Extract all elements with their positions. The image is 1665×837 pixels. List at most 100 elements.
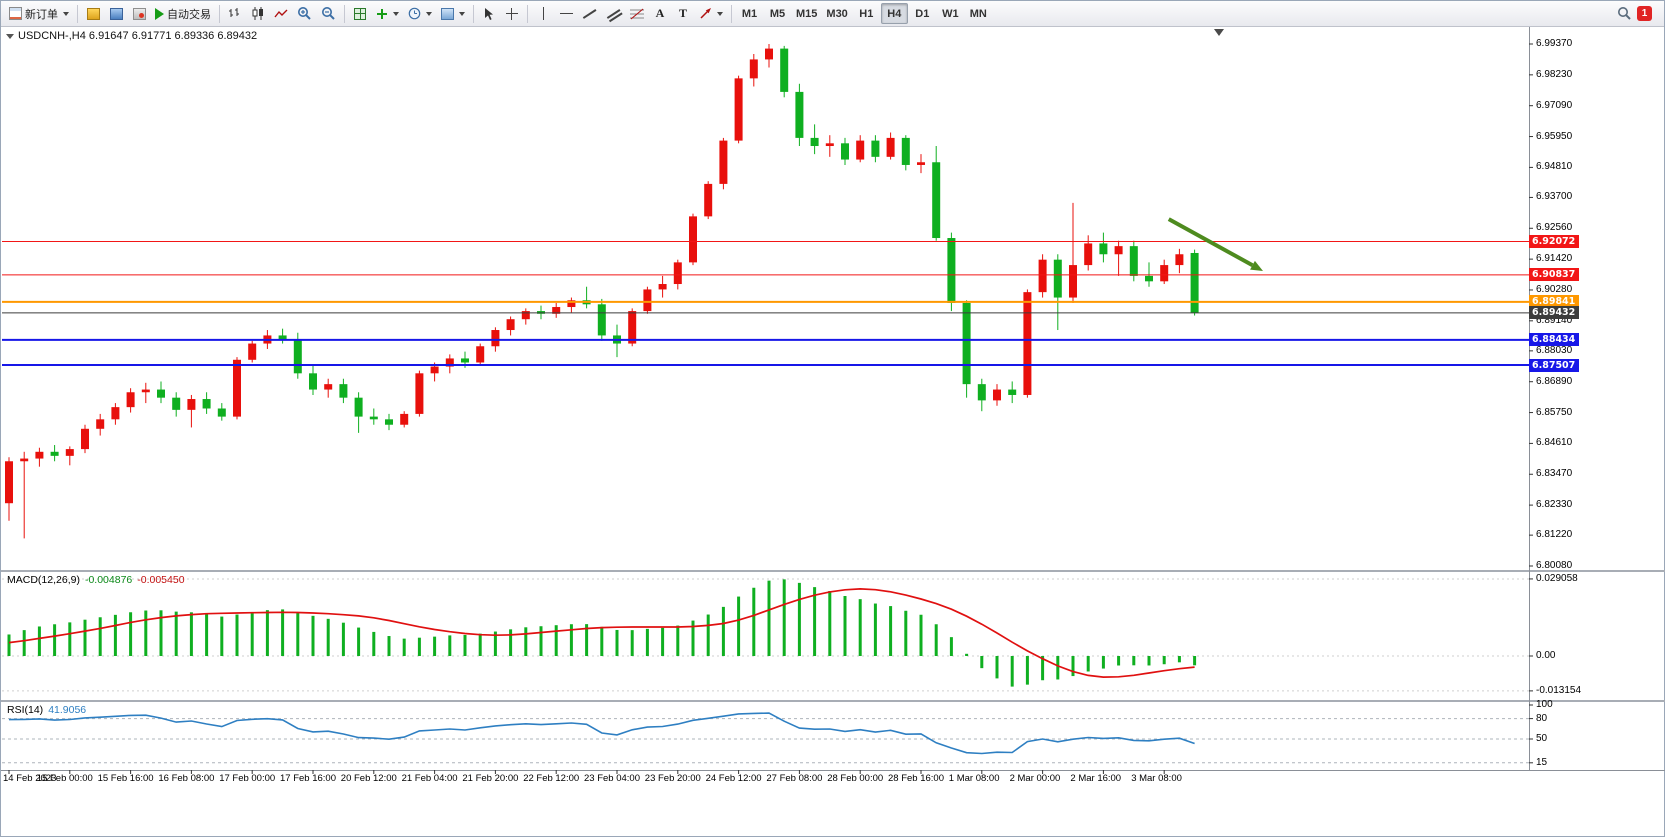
line-chart-icon <box>274 9 288 17</box>
candle <box>385 413 393 431</box>
timeframe-w1-button[interactable]: W1 <box>937 3 964 24</box>
candle <box>5 457 13 521</box>
time-axis-label: 14 Feb 2023 <box>3 773 57 784</box>
time-axis-label: 22 Feb 12:00 <box>523 773 580 784</box>
time-axis-label: 15 Feb 00:00 <box>36 773 93 784</box>
new-order-caret-icon <box>63 11 69 16</box>
notification-badge[interactable]: 1 <box>1637 6 1652 21</box>
candle <box>901 135 910 171</box>
candle <box>582 286 591 309</box>
price-axis-tick: 6.98230 <box>1536 68 1573 80</box>
fibonacci-icon <box>630 8 644 19</box>
candle <box>643 286 652 314</box>
candle <box>521 308 530 325</box>
search-button[interactable] <box>1613 3 1636 24</box>
timeframe-m5-button[interactable]: M5 <box>764 3 791 24</box>
macd-histogram <box>7 579 1197 687</box>
macd-panel-divider[interactable] <box>1 570 1665 572</box>
chart-shift-marker[interactable] <box>1214 29 1224 36</box>
vertical-line-button[interactable] <box>532 3 554 24</box>
candle <box>141 382 150 404</box>
candle <box>704 181 713 220</box>
trend-arrow[interactable] <box>1167 217 1254 267</box>
candle <box>506 316 515 336</box>
candle <box>886 132 895 160</box>
candlestick-series <box>5 44 1199 539</box>
timeframe-mn-button[interactable]: MN <box>965 3 992 24</box>
chart-header: USDCNH-,H4 6.91647 6.91771 6.89336 6.894… <box>6 30 257 42</box>
horizontal-line-button[interactable] <box>555 3 577 24</box>
candle <box>1099 232 1108 263</box>
templates-icon <box>441 7 454 20</box>
candle <box>658 275 667 298</box>
text-label-button[interactable]: T <box>672 3 694 24</box>
macd-signal-value: -0.005450 <box>137 574 185 586</box>
toolbar-separator <box>731 4 732 23</box>
text-button[interactable]: A <box>649 3 671 24</box>
text-icon: A <box>655 6 665 20</box>
timeframe-m15-button[interactable]: M15 <box>792 3 821 24</box>
candle <box>977 378 986 412</box>
templates-button[interactable] <box>437 3 469 24</box>
profiles-button[interactable] <box>105 3 127 24</box>
price-axis-tick: 6.89140 <box>1536 314 1573 326</box>
arrows-tool-button[interactable] <box>695 3 727 24</box>
autotrading-button[interactable]: 自动交易 <box>151 3 215 24</box>
zoom-out-button[interactable] <box>317 3 340 24</box>
zoom-in-icon <box>298 7 311 20</box>
price-tag-6.87507: 6.87507 <box>1529 358 1579 372</box>
time-axis-label: 17 Feb 16:00 <box>280 773 336 784</box>
candle <box>1190 249 1199 316</box>
new-chart-button[interactable] <box>82 3 104 24</box>
candle <box>369 408 378 425</box>
timeframe-m30-button[interactable]: M30 <box>822 3 851 24</box>
candle <box>400 411 409 428</box>
line-chart-button[interactable] <box>270 3 292 24</box>
rsi-panel-divider[interactable] <box>1 700 1665 702</box>
bar-chart-button[interactable] <box>224 3 246 24</box>
text-label-icon: T <box>678 6 687 20</box>
clock-icon <box>408 7 421 20</box>
one-click-trading-icon[interactable] <box>6 33 14 39</box>
indicators-button[interactable] <box>372 3 403 24</box>
timeframe-m1-button[interactable]: M1 <box>736 3 763 24</box>
candle <box>1160 259 1169 285</box>
candle <box>871 135 880 163</box>
periods-button[interactable] <box>404 3 436 24</box>
horizontal-line-icon <box>559 13 573 14</box>
vertical-line-icon <box>542 7 544 20</box>
tile-windows-button[interactable] <box>349 3 371 24</box>
fibonacci-button[interactable] <box>626 3 648 24</box>
candle <box>917 154 925 174</box>
new-order-button[interactable]: 新订单 <box>5 3 73 24</box>
timeframe-d1-button[interactable]: D1 <box>909 3 936 24</box>
terminal-button[interactable] <box>128 3 150 24</box>
toolbar-separator <box>527 4 528 23</box>
new-order-label: 新订单 <box>25 8 58 21</box>
time-axis-label: 23 Feb 04:00 <box>584 773 640 784</box>
time-axis-label: 21 Feb 20:00 <box>462 773 519 784</box>
macd-indicator-label: MACD(12,26,9) -0.004876 -0.005450 <box>7 574 185 586</box>
timeframe-h1-button[interactable]: H1 <box>853 3 880 24</box>
cursor-button[interactable] <box>478 3 500 24</box>
zoom-in-button[interactable] <box>293 3 316 24</box>
macd-axis-tick: 0.00 <box>1536 650 1556 661</box>
channel-button[interactable] <box>602 3 625 24</box>
candle <box>50 445 59 462</box>
toolbar-separator <box>473 4 474 23</box>
time-axis-label: 3 Mar 08:00 <box>1131 773 1182 784</box>
timeframe-h4-button[interactable]: H4 <box>880 3 908 24</box>
candle <box>65 446 74 466</box>
price-axis-tick: 6.81220 <box>1536 529 1573 541</box>
toolbar-separator <box>219 4 220 23</box>
crosshair-button[interactable] <box>501 3 523 24</box>
candlestick-chart-button[interactable] <box>247 3 269 24</box>
candle <box>111 403 120 425</box>
trendline-button[interactable] <box>578 3 601 24</box>
candle <box>1114 240 1123 276</box>
rsi-value: 41.9056 <box>48 704 87 716</box>
price-axis-tick: 6.90280 <box>1536 283 1573 295</box>
candle <box>354 392 363 433</box>
